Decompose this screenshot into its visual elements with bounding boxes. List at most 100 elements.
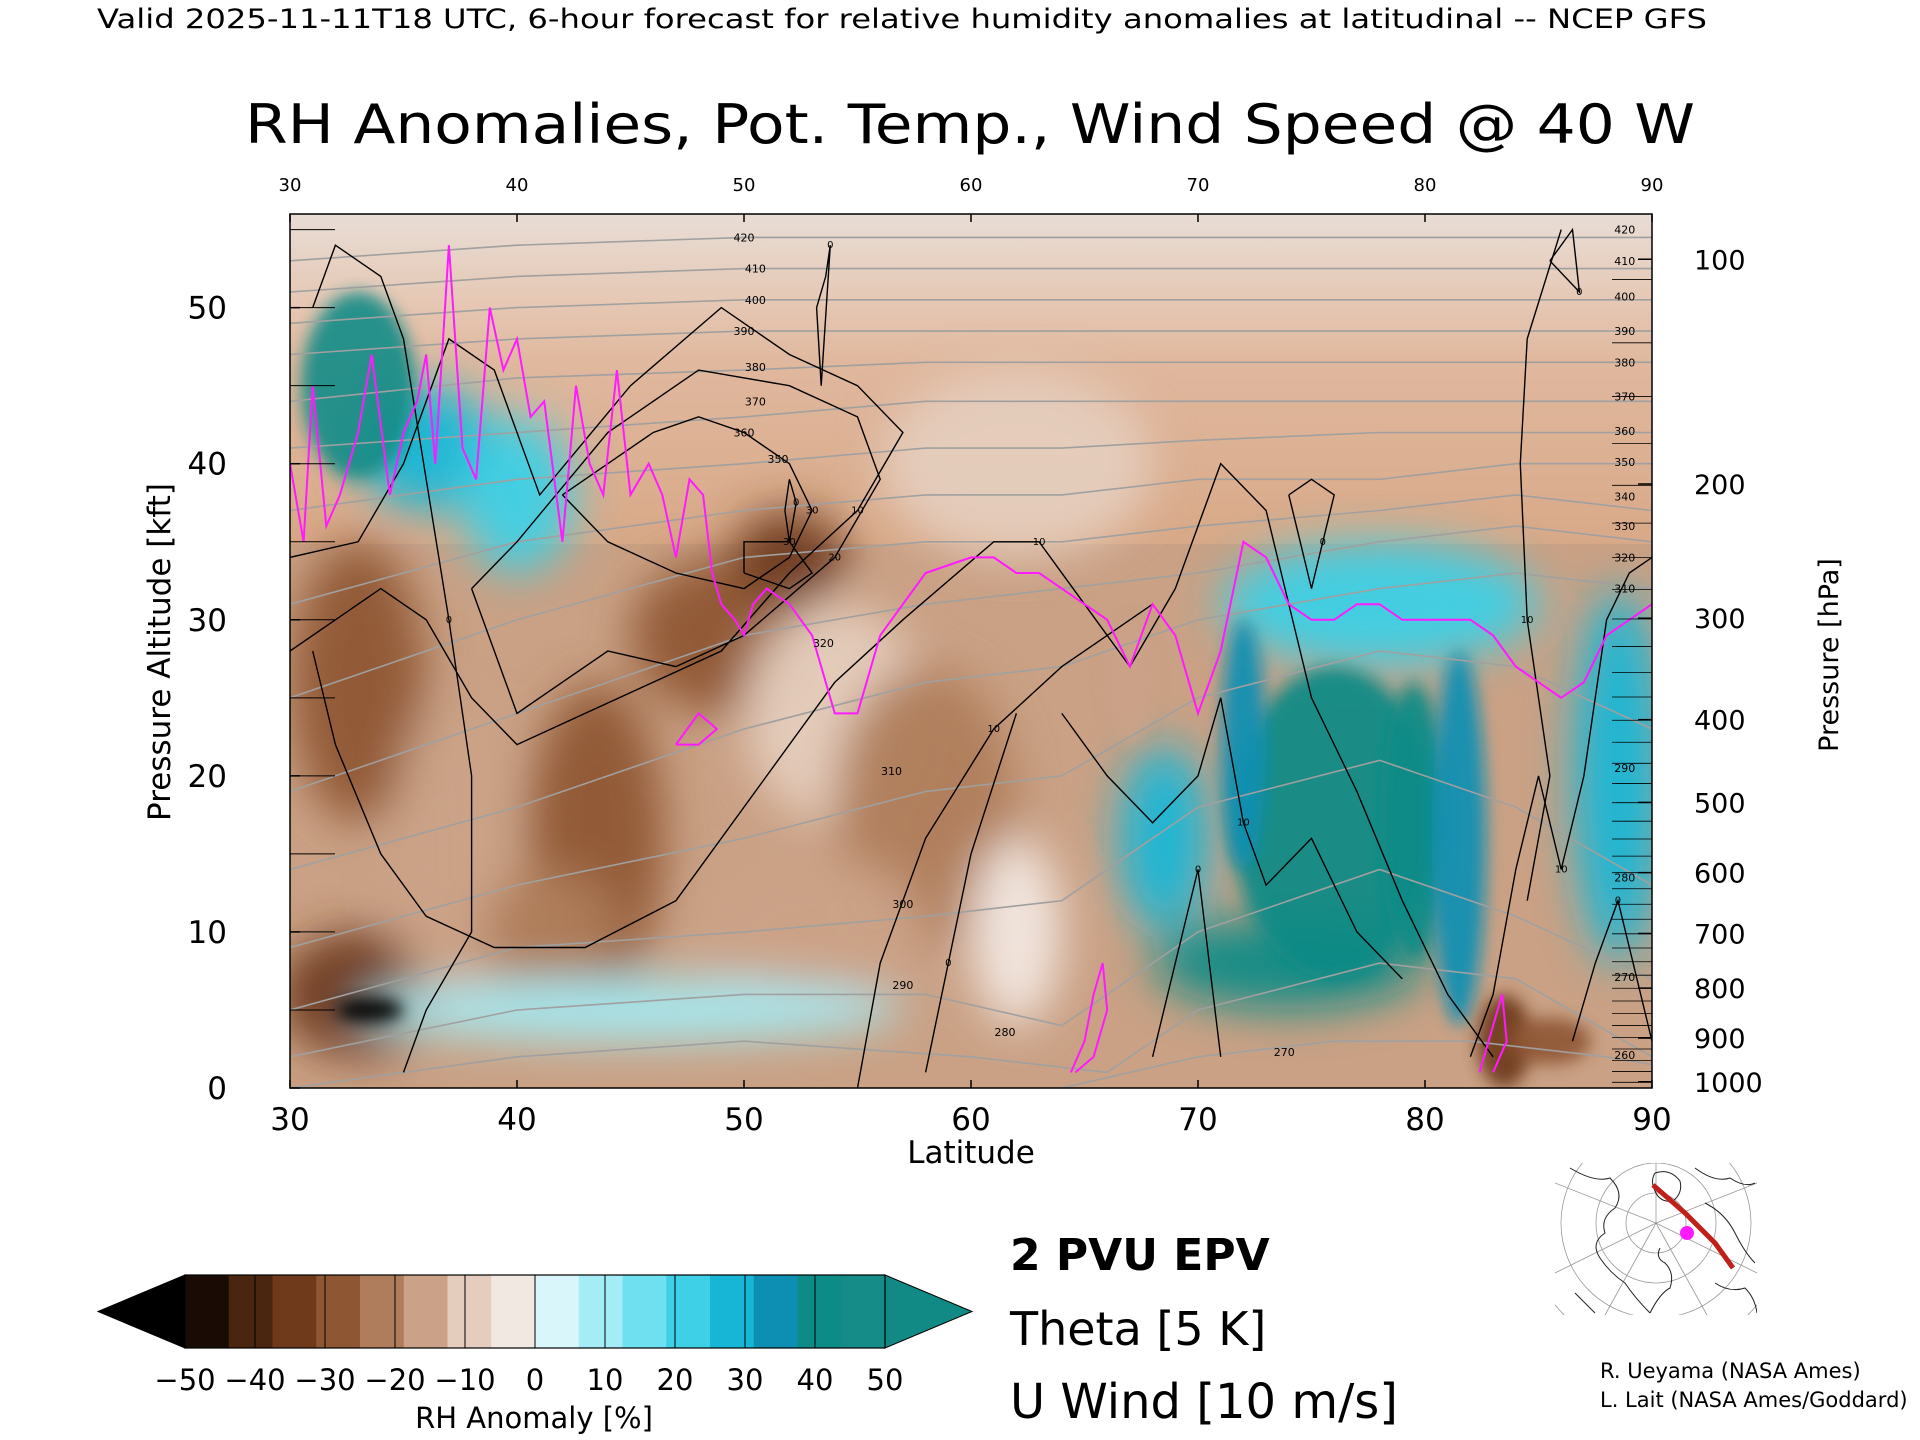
theta-label: 390 — [734, 325, 755, 338]
colorbar-swatch — [185, 1275, 230, 1348]
u-wind-label: 10 — [1033, 537, 1046, 548]
u-wind-contour — [815, 245, 831, 386]
theta-contour — [290, 267, 1652, 293]
u-wind-contour — [856, 603, 1153, 1088]
u-wind-contour — [470, 369, 881, 715]
colorbar-tick-label: −40 — [224, 1363, 285, 1397]
u-wind-contour — [1061, 697, 1403, 980]
theta-contour — [290, 868, 1652, 1058]
u-wind-label: 0 — [827, 240, 833, 251]
y-right-tick-label: 200 — [1694, 470, 1746, 501]
x-top-tick-label: 30 — [279, 175, 302, 196]
u-wind-label: 10 — [987, 724, 1000, 735]
colorbar-swatch — [228, 1275, 273, 1348]
theta-label: 370 — [1614, 391, 1635, 404]
rh-anomaly-blob — [482, 869, 620, 995]
colorbar-swatch — [841, 1275, 886, 1348]
u-wind-contour — [784, 479, 797, 542]
x-top-tick-label: 50 — [733, 175, 756, 196]
u-wind-contour — [1151, 869, 1222, 1057]
theta-label: 270 — [1614, 971, 1635, 984]
x-tick-label: 50 — [724, 1102, 763, 1138]
epv-2pvu-contours — [290, 245, 1652, 1074]
colorbar-swatch — [710, 1275, 755, 1348]
credit-line-2: L. Lait (NASA Ames/Goddard) — [1600, 1388, 1908, 1412]
u-wind-contour — [1519, 229, 1562, 901]
x-axis-label: Latitude — [907, 1135, 1035, 1171]
polar-map-icon — [1555, 1163, 1757, 1315]
x-tick-label: 40 — [497, 1102, 536, 1138]
theta-label: 410 — [1614, 255, 1635, 268]
epv-contour — [1069, 962, 1109, 1074]
colorbar-swatch — [535, 1275, 580, 1348]
y-tick-label: 20 — [188, 759, 227, 795]
rh-anomaly-blob — [1508, 1017, 1591, 1065]
u-wind-label: 0 — [793, 498, 799, 509]
rh-anomaly-blob — [1477, 994, 1532, 1088]
x-top-tick-label: 60 — [960, 175, 983, 196]
colorbar-tick-label: −20 — [364, 1363, 425, 1397]
y-right-tick-label: 400 — [1694, 706, 1746, 737]
rh-anomaly-blob — [301, 292, 415, 480]
rh-anomaly-blob — [698, 853, 926, 1010]
colorbar-tick-label: −50 — [154, 1363, 215, 1397]
u-wind-contour — [561, 416, 813, 590]
y-axis-label-left: Pressure Altitude [kft] — [142, 483, 178, 821]
y-tick-label: 30 — [188, 603, 227, 639]
u-wind-contour — [1571, 898, 1652, 1042]
u-wind-label: 0 — [1576, 287, 1582, 298]
legend-theta: Theta [5 K] — [1009, 1302, 1266, 1356]
u-wind-label: 10 — [1555, 865, 1568, 876]
colorbar-swatch — [447, 1275, 492, 1348]
y-tick-label: 10 — [188, 915, 227, 951]
u-wind-label: 30 — [783, 537, 796, 548]
u-wind-contour — [1469, 556, 1652, 1058]
theta-contours — [290, 236, 1652, 1088]
y-right-tick-label: 900 — [1694, 1024, 1746, 1055]
x-tick-label: 80 — [1405, 1102, 1444, 1138]
colorbar-swatch — [491, 1275, 536, 1348]
rh-anomaly-blob — [392, 697, 506, 1010]
u-wind-label: 20 — [828, 552, 841, 563]
colorbar-tick-label: 10 — [587, 1363, 624, 1397]
y-right-tick-label: 600 — [1694, 859, 1746, 890]
colorbar-tick-label: 0 — [526, 1363, 544, 1397]
colorbar-swatch — [316, 1275, 361, 1348]
theta-label: 290 — [892, 979, 913, 992]
u-wind-contour — [290, 306, 904, 746]
rh-anomaly-blob — [1572, 588, 1652, 964]
rh-anomaly-field — [290, 292, 1652, 1088]
colorbar-under-arrow — [96, 1274, 186, 1349]
legend-epv: 2 PVU EPV — [1010, 1230, 1270, 1281]
y-right-tick-label: 500 — [1694, 788, 1746, 819]
theta-label: 400 — [1614, 291, 1635, 304]
x-top-tick-label: 90 — [1641, 175, 1664, 196]
theta-label: 310 — [881, 765, 902, 778]
colorbar-frame — [184, 1274, 886, 1349]
u-wind-contours: 30 30 20 10 10 10 10 0 0 0 0 10 0 0 0 10 0 — [290, 227, 1652, 1088]
x-top-tick-label: 70 — [1187, 175, 1210, 196]
u-wind-label: 0 — [945, 958, 951, 969]
rh-anomaly-blob — [290, 541, 427, 823]
u-wind-label: 10 — [851, 506, 864, 517]
colorbar-swatch — [797, 1275, 842, 1348]
theta-contour — [1061, 1040, 1652, 1088]
theta-label: 280 — [995, 1026, 1016, 1039]
theta-label: 420 — [1614, 224, 1635, 237]
epv-contour — [675, 711, 719, 746]
x-tick-label: 90 — [1632, 1102, 1671, 1138]
legend-uwind: U Wind [10 m/s] — [1010, 1374, 1398, 1430]
rh-anomaly-blob — [1379, 682, 1448, 964]
theta-contour — [290, 494, 1652, 699]
y-tick-label: 50 — [188, 291, 227, 327]
y-right-tick-label: 300 — [1694, 604, 1746, 635]
y-right-tick-label: 100 — [1694, 245, 1746, 276]
theta-label: 260 — [1614, 1049, 1635, 1062]
theta-label: 360 — [734, 427, 755, 440]
theta-contour — [290, 650, 1652, 949]
y-right-tick-label: 800 — [1694, 974, 1746, 1005]
u-wind-contour — [924, 713, 1018, 1073]
theta-label: 290 — [1614, 762, 1635, 775]
theta-label: 410 — [745, 263, 766, 276]
